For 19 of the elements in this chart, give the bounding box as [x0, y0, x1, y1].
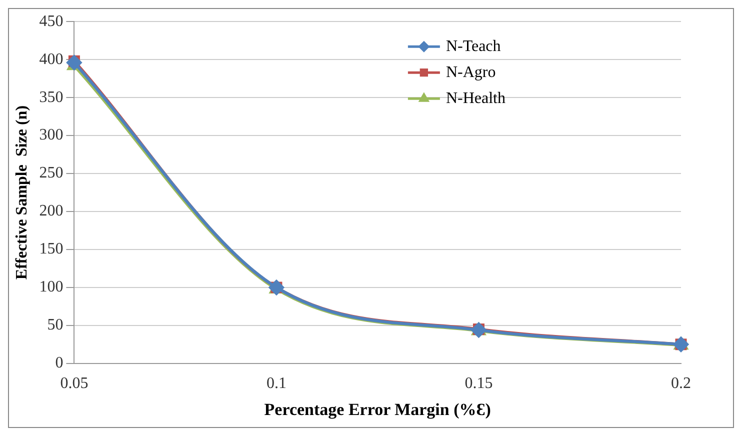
y-tick-label: 400: [39, 50, 64, 68]
legend-label: N-Agro: [446, 64, 496, 81]
y-tick-label: 300: [39, 126, 64, 144]
x-tick-label: 0.15: [464, 375, 493, 392]
y-tick-label: 250: [39, 164, 64, 182]
y-tick-label: 100: [39, 278, 64, 296]
legend-label: N-Health: [446, 90, 506, 107]
x-tick-label: 0.2: [671, 375, 691, 392]
legend-label: N-Teach: [446, 38, 501, 55]
y-tick-label: 50: [47, 316, 64, 334]
y-tick-label: 150: [39, 240, 64, 258]
y-tick-label: 200: [39, 202, 64, 220]
y-tick-label: 350: [39, 88, 64, 106]
y-axis-title: Effective Sample Size (n): [14, 105, 31, 280]
y-tick-label: 450: [39, 12, 64, 30]
x-tick-label: 0.05: [60, 375, 88, 392]
x-axis-title: Percentage Error Margin (%Ɛ): [264, 400, 491, 420]
y-tick-label: 0: [55, 354, 64, 372]
x-tick-label: 0.1: [266, 375, 286, 392]
